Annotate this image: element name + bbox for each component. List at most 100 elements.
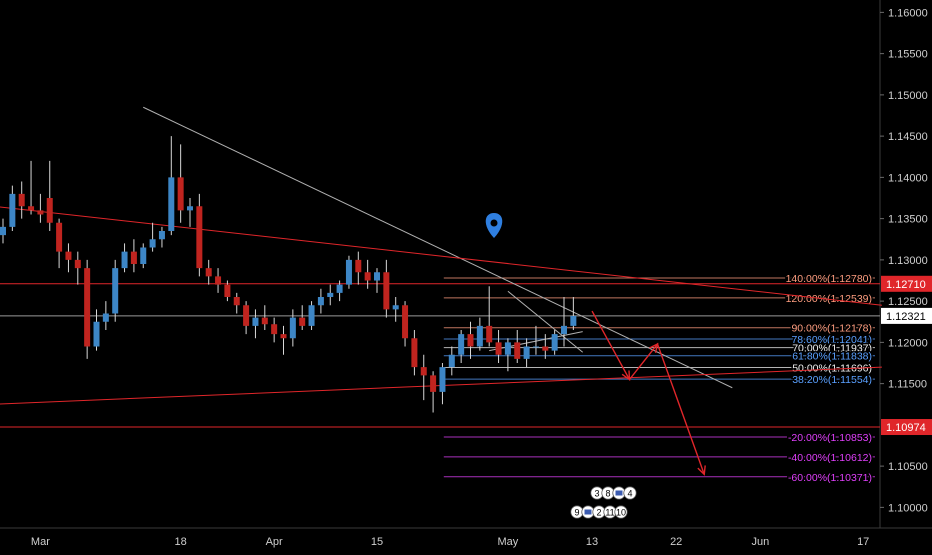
candle-body [402, 305, 409, 339]
fib-level-label: -20.00%(1.10853) [788, 432, 872, 444]
price-tick-label: 1.12000 [888, 337, 928, 349]
time-tick-label: Jun [751, 536, 769, 548]
event-icon-row2-badge [614, 505, 628, 519]
time-tick-label: 18 [175, 536, 187, 548]
candle-body [448, 354, 455, 368]
candle-body [336, 284, 343, 293]
time-tick-label: 22 [670, 536, 682, 548]
time-tick-label: 17 [857, 536, 869, 548]
price-tick-label: 1.13500 [888, 214, 928, 226]
candle-body [93, 321, 100, 347]
candle-body [476, 325, 483, 347]
candle-body [289, 317, 296, 339]
candle-body [74, 259, 81, 269]
candle-body [420, 367, 427, 376]
price-tag-box [881, 275, 932, 292]
price-tag-label: 1.10974 [886, 422, 926, 434]
price-tag-label: 1.12710 [886, 279, 926, 291]
candle-body [458, 334, 465, 355]
candle-body [158, 231, 165, 240]
time-tick-label: Apr [266, 536, 283, 548]
event-icon-row2-badge-count: 10 [616, 508, 626, 518]
fib-level-label: -60.00%(1.10371) [788, 472, 872, 484]
event-icons-hitbox [562, 514, 630, 526]
price-tag-box [881, 419, 932, 436]
candle-body [28, 206, 35, 211]
candle-body [215, 276, 222, 285]
candle-body [561, 325, 567, 335]
candle-body [233, 297, 240, 306]
trend-line [143, 106, 733, 389]
candle-body [374, 272, 380, 281]
candle-body [271, 324, 278, 335]
candle-body [299, 317, 306, 326]
location-pin-hole [490, 219, 498, 227]
fib-level-label: 90.00%(1.12178) [791, 323, 872, 335]
time-tick-label: Mar [31, 536, 50, 548]
candle-body [308, 305, 315, 326]
candle-body [9, 193, 16, 227]
event-icon-row2-badge-count: 11 [605, 508, 614, 518]
candle-body [355, 259, 362, 273]
candle-body [37, 210, 44, 215]
price-tick-label: 1.10000 [888, 502, 928, 514]
candle-body [65, 251, 72, 260]
fib-level-label: 50.00%(1.11696) [792, 362, 872, 374]
candle-body [84, 268, 91, 347]
price-tick-label: 1.16000 [888, 7, 928, 19]
candle-body [149, 239, 156, 248]
arrow-head [621, 370, 631, 381]
candle-body [486, 325, 493, 343]
event-icon-row1-badge [623, 486, 637, 500]
candle-body [430, 375, 437, 392]
time-tick-label: 15 [371, 536, 383, 548]
candle-body [224, 284, 231, 297]
candle-body [495, 342, 502, 355]
candle-body [243, 305, 250, 326]
fib-level-label: 78.60%(1.12041) [791, 334, 872, 346]
candle-body [467, 334, 474, 347]
fib-level-label: 38.20%(1.11554) [792, 374, 872, 386]
price-tick-label: 1.11500 [888, 379, 927, 391]
event-icon-row2-badge-count: 9 [574, 508, 579, 518]
event-icon-row2-badge-count: 2 [596, 508, 601, 518]
price-tick-label: 1.12500 [888, 296, 928, 308]
event-icon-row1-badge-count: 4 [627, 489, 632, 499]
arrow-head [649, 342, 659, 353]
candle-body [570, 315, 577, 326]
candle-body [177, 177, 184, 211]
fib-level-label: 70.00%(1.11937) [792, 343, 872, 355]
price-tick-label: 1.14500 [888, 131, 928, 143]
event-icon-row1-badge-count: 3 [594, 489, 599, 499]
candle-body [542, 346, 549, 351]
arrow-head [697, 465, 706, 476]
candle-body [102, 313, 109, 322]
candle-body [187, 206, 193, 211]
candle-body [196, 206, 203, 269]
fib-level-label: 61.80%(1.11838) [792, 351, 872, 363]
candle-body [121, 251, 128, 269]
candle-body [504, 342, 511, 355]
fib-level-label: -40.00%(1.10612) [788, 452, 872, 464]
event-icon-row1-badge-count: 8 [605, 489, 610, 499]
price-tick-label: 1.14000 [888, 172, 928, 184]
trend-line [0, 366, 882, 405]
candle-body [168, 177, 175, 231]
fib-level-label: 140.00%(1.12780) [786, 273, 872, 285]
candle-body [514, 342, 521, 359]
candle-body [56, 222, 63, 252]
candle-body [411, 338, 418, 368]
candle-body [327, 292, 334, 297]
price-tick-label: 1.13000 [888, 255, 928, 267]
candle-body [261, 317, 268, 325]
candle-body [18, 193, 25, 207]
projection-arrow-path [591, 310, 705, 475]
candle-body [345, 259, 352, 285]
price-tag-box [881, 307, 932, 324]
candle-body [252, 317, 259, 326]
flag-icon [615, 490, 623, 496]
time-tick-label: 13 [586, 536, 598, 548]
